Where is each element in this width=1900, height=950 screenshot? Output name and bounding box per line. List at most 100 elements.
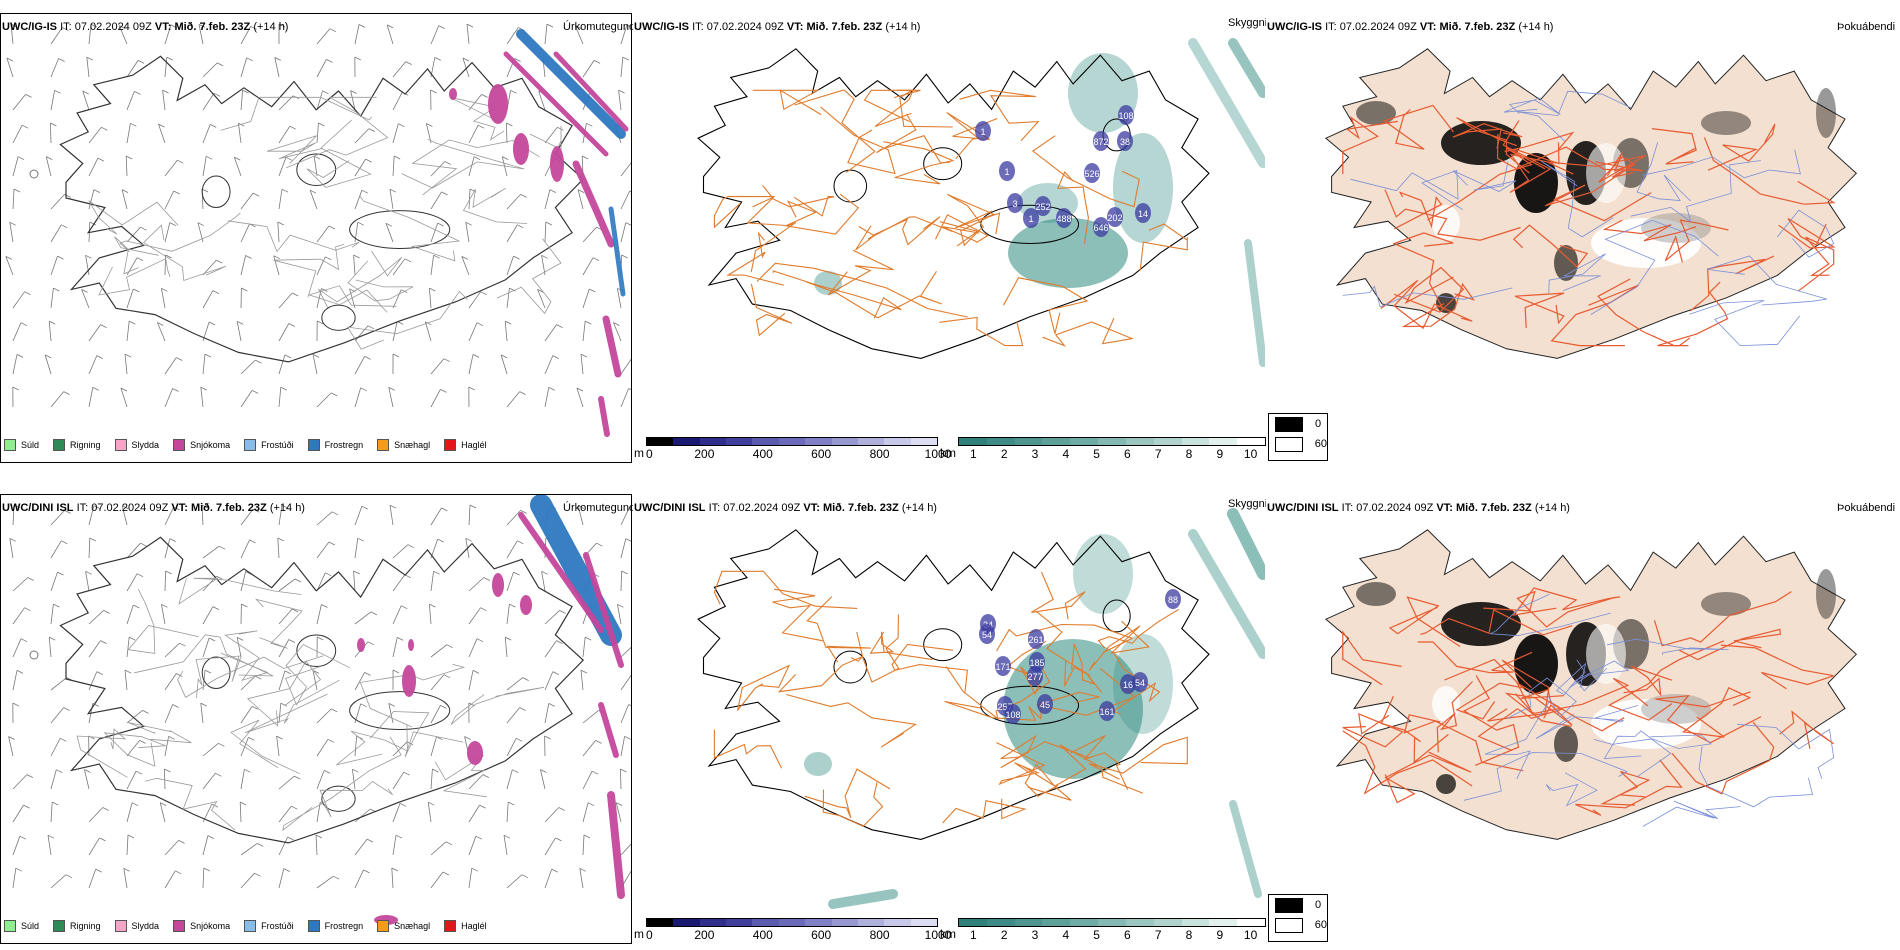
wind-barb-feather [8,736,15,740]
wind-barb [582,834,585,856]
wind-barb [430,705,441,724]
wind-barb [506,874,523,889]
wind-barb-feather [96,671,103,675]
wind-barb-feather [82,90,89,95]
wind-barb [88,324,101,342]
wind-barb [88,537,91,559]
wind-barb-feather [126,155,133,160]
road-line [827,249,894,296]
wind-barb [312,670,318,691]
title-precip-top: Úrkomutegund [563,21,636,33]
precip-panel-top [0,13,632,463]
wind-barb [164,704,173,724]
road-line [1488,593,1611,637]
road-line [1653,591,1792,647]
legend-swatch [4,439,16,451]
colorbar-tick-label: 600 [811,447,832,461]
coastline [697,48,1210,359]
wind-barb-feather [198,24,206,28]
colorbar-cell [1070,919,1099,926]
wind-barb-feather [289,125,296,130]
lead-time: (+14 h) [885,21,921,33]
high-fog-index-area [1586,143,1626,203]
road-line [713,570,858,609]
wind-barb-feather [12,386,19,391]
wind-barb-feather [97,157,105,162]
wind-barb [544,640,557,658]
cloud-base-label: 488 [1056,214,1071,224]
cloud-base-patch [1132,672,1148,692]
colorbar-cell [1125,438,1154,445]
wind-barb-feather [616,802,623,806]
cloud-base-label: 14 [1138,209,1148,219]
wind-barb [50,604,54,625]
legend-label: Haglél [461,921,487,931]
wind-barb [88,671,98,691]
road-line [959,89,1040,142]
wind-barb [240,192,254,210]
wind-barb [430,768,433,790]
wind-barb-feather [437,538,444,543]
wind-barb [50,874,67,889]
vt-value: Mið. 7.feb. 23Z [806,21,883,33]
wind-barb-feather [139,740,146,744]
colorbar-cells [646,437,938,446]
calm-circle [29,650,39,660]
road-line [127,589,199,654]
road-line [1514,292,1565,328]
cloud-base-patch [1135,203,1151,223]
wind-barb [430,507,442,526]
colorbar-cell [1237,919,1265,926]
wind-barb [316,875,334,889]
title-precip-bottom: Úrkomutegund [563,502,636,514]
wind-barb [544,807,560,823]
precip-legend-item: Slydda [114,920,159,932]
model-name: UWC/IG-IS [634,21,689,33]
freezing-rain-band [608,206,626,297]
road-line [347,260,414,302]
low-visibility-area [1073,534,1133,614]
road-line [1636,142,1691,202]
wind-barb-feather [237,321,244,325]
wind-barb-feather [438,25,445,29]
colorbar-cells [958,918,1266,927]
wind-barb-feather [546,23,554,28]
wind-barb [12,836,21,856]
wind-barb-feather [353,254,360,259]
wind-barb-feather [361,189,369,194]
fog-legend-value: 60 [1314,919,1327,931]
low-visibility-band [1228,38,1265,98]
wind-barb-feather [595,740,602,744]
wind-barb [164,222,171,243]
wind-barb [50,738,61,757]
wind-barb [576,387,584,408]
road-line [1779,710,1835,749]
low-fog-index [1514,634,1558,694]
road-line [119,212,241,253]
colorbar-tick-label: 10 [1243,928,1258,942]
colorbar-cell [910,438,937,445]
wind-barb [430,191,442,210]
wind-barb-feather [60,737,67,742]
wind-barb [202,259,217,276]
wind-barb [50,194,65,210]
colorbar-cell [1098,438,1126,445]
cloud-base-patch [1084,163,1100,183]
wind-barb-feather [587,802,595,807]
wind-barb [468,125,479,144]
colorbar-tick-label: 5 [1093,928,1100,942]
cloud-base-label: 277 [1027,672,1042,682]
wind-barb-feather [283,868,290,872]
wind-barb-feather [274,57,281,61]
colorbar-cell [910,919,937,926]
wind-barb-feather [208,321,216,326]
wind-barb [352,769,356,790]
road-line [282,736,402,832]
header-fog-top: UWC/IG-IS IT: 07.02.2024 09Z VT: Mið. 7.… [1267,21,1553,33]
wind-barb-feather [121,505,129,509]
snow-area [357,638,365,652]
freezing-rain-band [530,495,622,646]
wind-barb-feather [618,89,625,94]
wind-barb [125,155,128,177]
wind-barb [468,868,473,889]
